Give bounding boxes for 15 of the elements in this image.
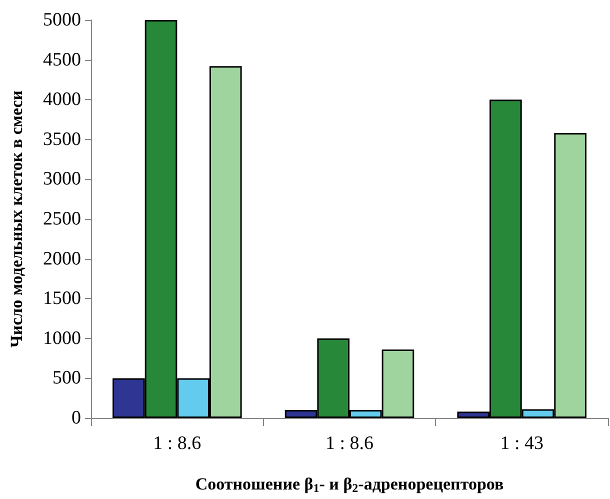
y-tick-label: 3500	[43, 128, 81, 150]
x-tick-label: 1 : 43	[500, 433, 544, 454]
y-tick-label: 1500	[43, 288, 81, 310]
y-axis-title: Число модельных клеток в смеси	[7, 90, 26, 348]
y-tick-label: 4500	[43, 49, 81, 70]
y-tick-label: 1000	[43, 328, 81, 349]
y-tick-label: 3000	[43, 168, 81, 190]
y-tick-label: 2000	[43, 248, 81, 270]
x-tick-label: 1 : 8.6	[153, 433, 202, 454]
y-tick-label: 500	[52, 368, 81, 389]
y-tick-label: 5000	[43, 10, 81, 30]
x-tick-label: 1 : 8.6	[325, 433, 374, 454]
y-tick-label: 4000	[43, 89, 81, 110]
y-tick-label: 2500	[43, 208, 81, 230]
y-tick-label: 0	[72, 408, 81, 428]
